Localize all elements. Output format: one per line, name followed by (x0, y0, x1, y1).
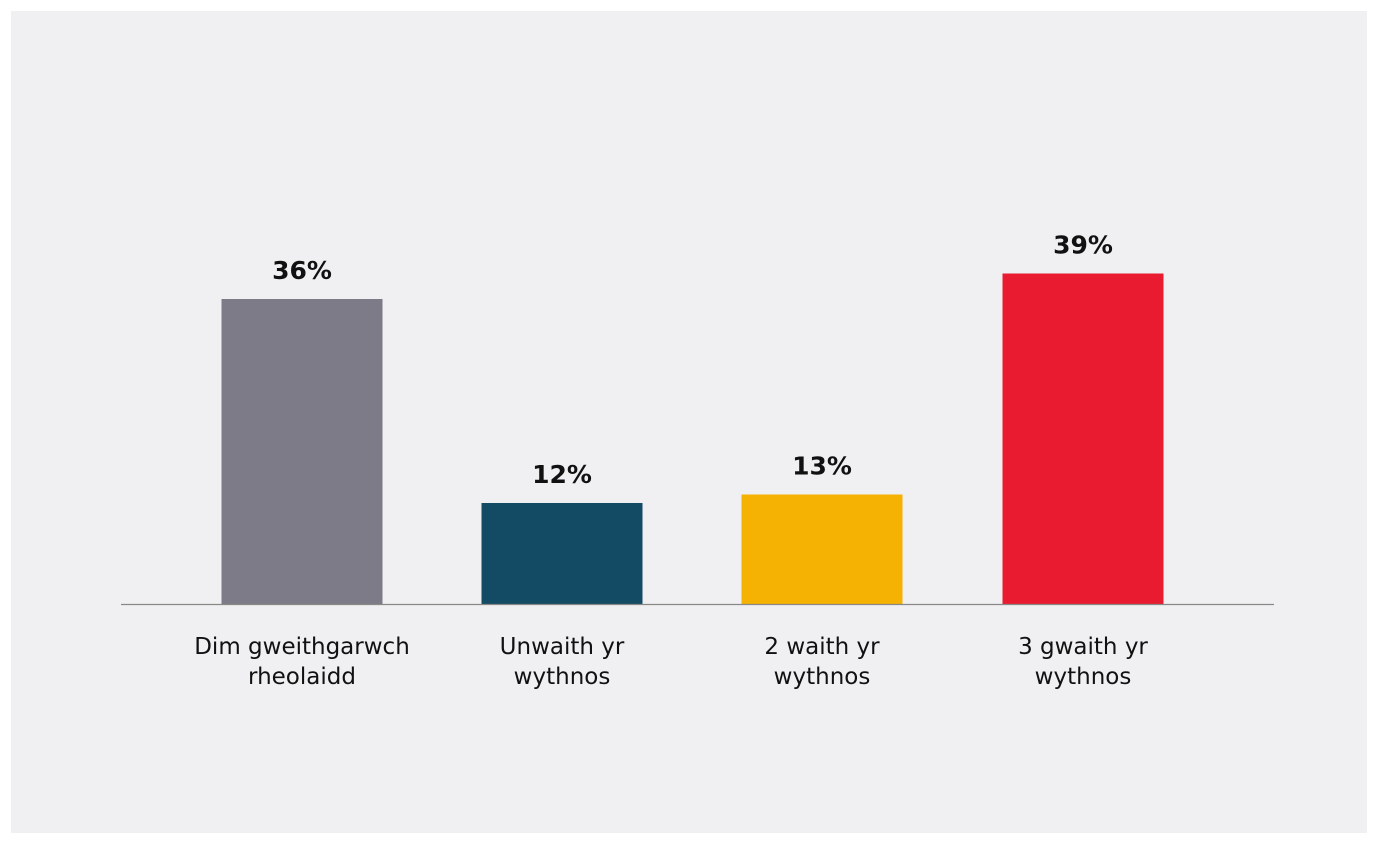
category-label-2-line-1: Unwaith yr (500, 634, 625, 660)
bar-3 (741, 494, 903, 605)
category-label-4-line-2: wythnos (1035, 664, 1132, 690)
category-label-3-line-1: 2 waith yr (764, 634, 880, 660)
category-label-3: 2 waith yr wythnos (764, 634, 880, 690)
value-label-3: 13% (792, 452, 852, 481)
bar-1 (221, 299, 383, 605)
category-label-4-line-1: 3 gwaith yr (1018, 634, 1148, 660)
category-label-2: Unwaith yr wythnos (500, 634, 625, 690)
category-label-1-line-2: rheolaidd (248, 664, 356, 690)
category-label-4: 3 gwaith yr wythnos (1018, 634, 1148, 690)
value-label-2: 12% (532, 460, 592, 489)
category-label-1: Dim gweithgarwch rheolaidd (194, 634, 410, 690)
value-labels-group: 36% 12% 13% 39% (272, 231, 1113, 490)
value-label-1: 36% (272, 256, 332, 285)
category-label-3-line-2: wythnos (774, 664, 871, 690)
bars-group (221, 273, 1164, 605)
bar-4 (1002, 273, 1164, 605)
category-label-1-line-1: Dim gweithgarwch (194, 634, 410, 660)
value-label-4: 39% (1053, 231, 1113, 260)
category-label-2-line-2: wythnos (514, 664, 611, 690)
category-labels-group: Dim gweithgarwch rheolaidd Unwaith yr wythn… (194, 634, 1148, 690)
bar-2 (481, 503, 643, 605)
